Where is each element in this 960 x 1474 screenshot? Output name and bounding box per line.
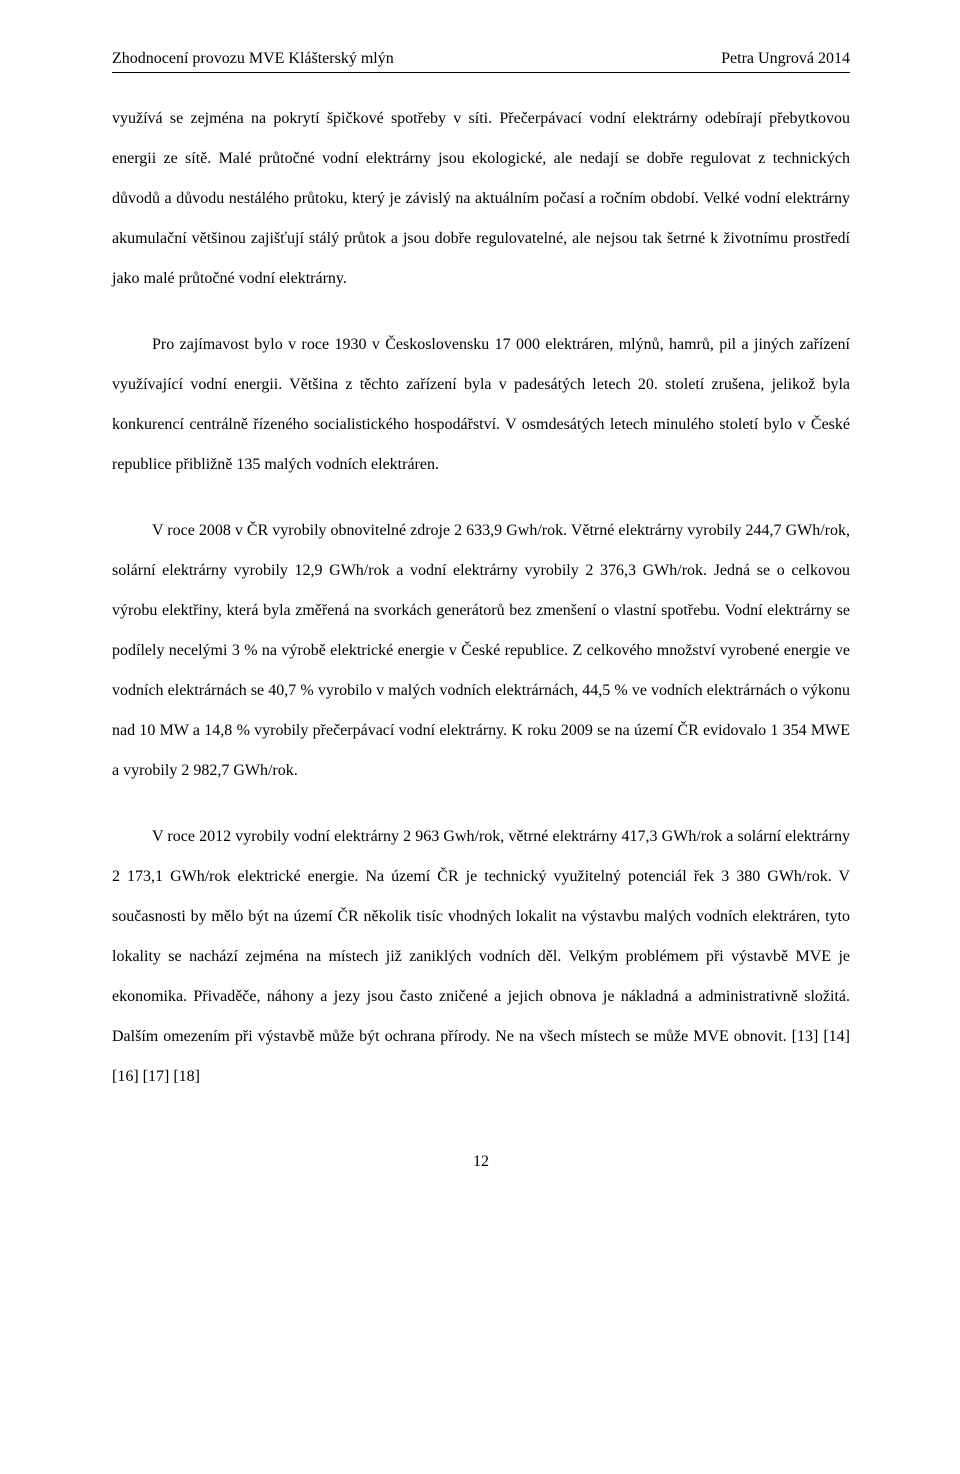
paragraph-2: Pro zajímavost bylo v roce 1930 v Českos… [112, 325, 850, 485]
header-divider [112, 72, 850, 73]
header-author-year: Petra Ungrová 2014 [721, 50, 850, 68]
page-header: Zhodnocení provozu MVE Klášterský mlýn P… [112, 50, 850, 68]
page-number: 12 [112, 1153, 850, 1171]
paragraph-4: V roce 2012 vyrobily vodní elektrárny 2 … [112, 817, 850, 1097]
paragraph-1: využívá se zejména na pokrytí špičkové s… [112, 99, 850, 299]
paragraph-3: V roce 2008 v ČR vyrobily obnovitelné zd… [112, 511, 850, 791]
header-title: Zhodnocení provozu MVE Klášterský mlýn [112, 50, 394, 68]
